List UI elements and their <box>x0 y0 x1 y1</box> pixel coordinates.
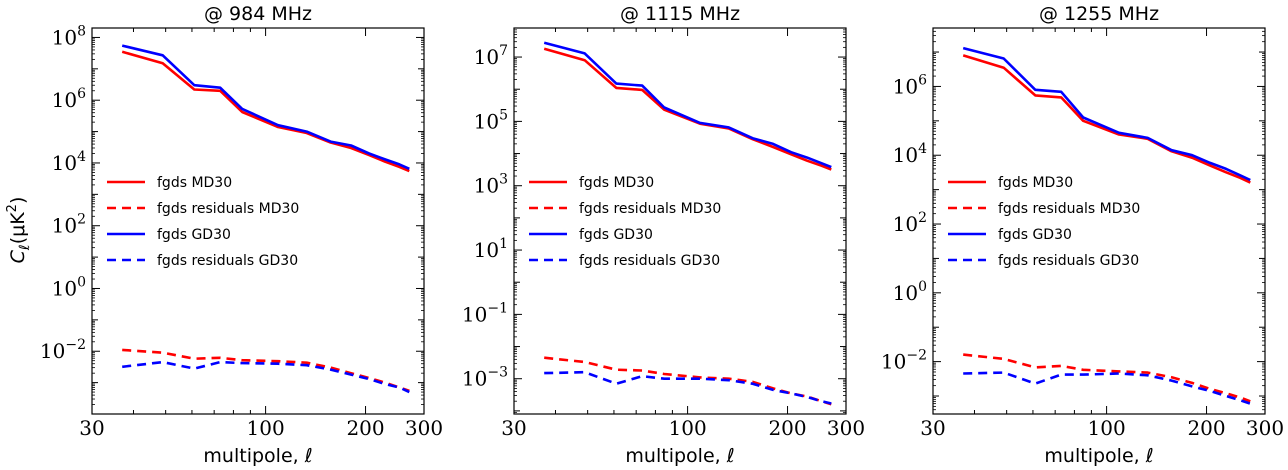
y-tick-label: 103 <box>474 172 508 198</box>
y-axis-label-close: ) <box>7 197 29 204</box>
series-line-fg_gd <box>962 46 1251 182</box>
y-tick-label: 100 <box>52 274 86 300</box>
series-line-res_md <box>122 348 410 393</box>
y-axis-label: Cℓ(μK2) <box>5 197 33 264</box>
y-tick-label: 106 <box>893 72 927 98</box>
series-line-res_gd <box>544 370 832 405</box>
x-tick-label: 30 <box>501 416 526 440</box>
chart-title: @ 1115 MHz <box>620 3 740 25</box>
y-axis-label-main: C <box>7 249 29 263</box>
x-tick-label: 200 <box>346 416 384 440</box>
y-axis-label-sub: ℓ <box>17 244 33 251</box>
x-tick-label: 100 <box>669 416 707 440</box>
y-tick-label: 101 <box>474 236 508 262</box>
y-tick-label: 100 <box>893 279 927 305</box>
series-line-res_md <box>544 356 832 406</box>
legend-label-res_md: fgds residuals MD30 <box>579 201 721 217</box>
x-tick-label: 30 <box>79 416 104 440</box>
series-line-res_gd <box>963 371 1251 405</box>
x-axis-label: multipole, ℓ <box>203 445 312 467</box>
legend-label-res_gd: fgds residuals GD30 <box>157 253 298 269</box>
legend-label-fg_gd: fgds GD30 <box>579 227 653 243</box>
chart-title: @ 1255 MHz <box>1039 3 1159 25</box>
y-tick-label: 10−2 <box>881 348 927 374</box>
x-tick-label: 300 <box>1246 416 1284 440</box>
y-tick-label: 10−3 <box>462 365 508 391</box>
series-line-fg_gd <box>543 41 832 169</box>
chart-panel-3: @ 1255 MHz 30 100 200 300 10−2 100 102 104 106 mul… <box>881 3 1284 467</box>
chart-panel-1: @ 984 MHz 30 100 200 300 10−2 100 102 104 106 108 m… <box>40 3 443 467</box>
y-tick-label: 108 <box>52 23 86 49</box>
plot-frame <box>91 27 425 415</box>
legend-label-fg_md: fgds MD30 <box>579 175 654 191</box>
y-tick-label: 107 <box>474 43 508 69</box>
legend-label-res_gd: fgds residuals GD30 <box>579 253 720 269</box>
legend: fgds MD30 fgds residuals MD30 fgds GD30 fgd… <box>948 175 1140 269</box>
y-tick-label: 102 <box>52 212 86 238</box>
x-tick-label: 300 <box>405 416 443 440</box>
y-tick-label: 10−2 <box>40 337 86 363</box>
series-line-res_md <box>963 353 1251 403</box>
x-tick-label: 300 <box>827 416 865 440</box>
legend-label-fg_md: fgds MD30 <box>157 175 232 191</box>
y-tick-label: 106 <box>52 86 86 112</box>
y-tick-label: 102 <box>893 210 927 236</box>
legend-label-res_md: fgds residuals MD30 <box>157 201 299 217</box>
y-tick-label: 105 <box>474 107 508 133</box>
x-tick-label: 200 <box>1187 416 1225 440</box>
x-axis-label: multipole, ℓ <box>625 445 734 467</box>
y-axis-label-sup: 2 <box>5 204 20 212</box>
y-axis-label-paren: (μK <box>7 212 29 245</box>
legend-label-res_gd: fgds residuals GD30 <box>998 253 1139 269</box>
chart-panel-2: @ 1115 MHz 30 100 200 300 10−3 10−1 101 103 105 10… <box>462 3 865 467</box>
series-line-fg_gd <box>121 44 410 170</box>
x-tick-label: 200 <box>768 416 806 440</box>
legend-label-fg_gd: fgds GD30 <box>998 227 1072 243</box>
x-axis-label: multipole, ℓ <box>1044 445 1153 467</box>
legend-label-fg_md: fgds MD30 <box>998 175 1073 191</box>
y-tick-label: 10−1 <box>462 300 508 326</box>
series-line-res_gd <box>122 360 410 394</box>
plot-frame <box>932 27 1266 415</box>
y-tick-label: 104 <box>52 149 86 175</box>
y-tick-label: 104 <box>893 141 927 167</box>
panels: @ 984 MHz 30 100 200 300 10−2 100 102 104 106 108 m… <box>40 3 1284 467</box>
series-line-fg_md <box>962 54 1251 184</box>
x-tick-label: 100 <box>1088 416 1126 440</box>
legend: fgds MD30 fgds residuals MD30 fgds GD30 fgd… <box>107 175 299 269</box>
legend-label-fg_gd: fgds GD30 <box>157 227 231 243</box>
legend: fgds MD30 fgds residuals MD30 fgds GD30 fgd… <box>529 175 721 269</box>
x-tick-label: 30 <box>920 416 945 440</box>
chart-title: @ 984 MHz <box>204 3 312 25</box>
legend-label-res_md: fgds residuals MD30 <box>998 201 1140 217</box>
x-tick-label: 100 <box>247 416 285 440</box>
plot-frame <box>513 27 847 415</box>
svg-text:Cℓ(μK2): Cℓ(μK2) <box>5 197 33 264</box>
